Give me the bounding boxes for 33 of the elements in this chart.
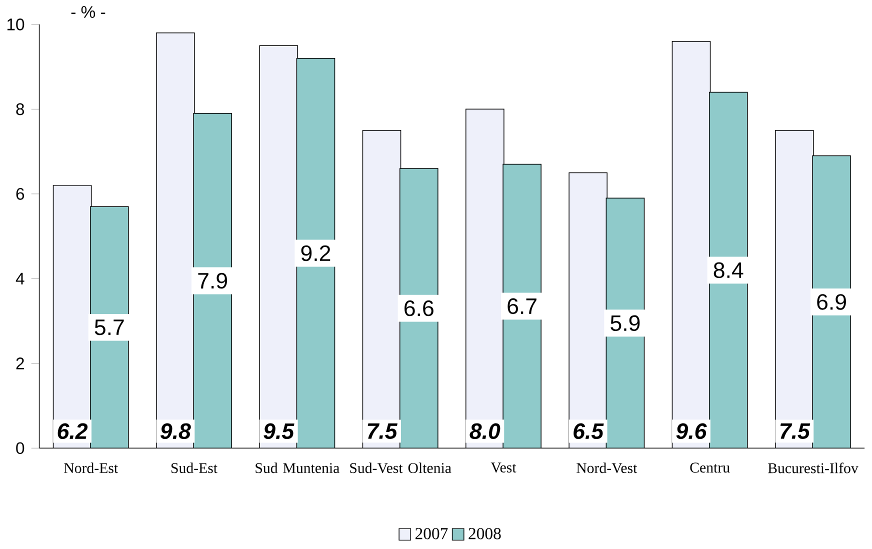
data-label: 6.7 bbox=[508, 298, 536, 314]
data-label: 6.5 bbox=[574, 423, 604, 439]
legend-label: 2008 bbox=[468, 528, 501, 540]
x-tick-label: Sud-Est bbox=[171, 462, 218, 473]
x-tick-label: Sud Muntenia bbox=[256, 462, 340, 473]
x-tick-label: Vest bbox=[490, 462, 516, 472]
data-label: 8.4 bbox=[714, 262, 744, 278]
data-label: 5.7 bbox=[94, 319, 124, 335]
data-label: 9.6 bbox=[676, 423, 707, 439]
data-label: 7.9 bbox=[198, 272, 228, 289]
data-label: 8.0 bbox=[470, 423, 500, 439]
y-tick-label: 0 bbox=[16, 442, 24, 454]
y-tick-label: 10 bbox=[7, 18, 24, 30]
legend-label: 2007 bbox=[415, 528, 448, 540]
y-tick-label: 2 bbox=[16, 357, 24, 370]
y-tick-label: 6 bbox=[16, 188, 24, 200]
data-label: 6.6 bbox=[404, 300, 434, 316]
data-label: 6.2 bbox=[58, 423, 88, 439]
y-tick-label: 8 bbox=[16, 103, 24, 115]
x-tick-label: Nord-Est bbox=[64, 462, 118, 473]
x-tick-label: Bucuresti-Ilfov bbox=[768, 462, 858, 474]
data-label: 9.5 bbox=[264, 423, 294, 439]
data-label: 6.9 bbox=[817, 294, 846, 310]
y-tick-label: 4 bbox=[16, 272, 24, 284]
data-label: 7.5 bbox=[780, 423, 810, 439]
x-tick-label: Nord-Vest bbox=[576, 462, 638, 474]
data-label: 9.8 bbox=[160, 423, 191, 439]
data-label: 7.5 bbox=[368, 423, 398, 439]
data-label: 9.2 bbox=[301, 245, 330, 261]
y-axis-title: - % - bbox=[71, 6, 106, 18]
x-tick-label: Sud-Vest Oltenia bbox=[350, 462, 452, 474]
data-label: 5.9 bbox=[610, 315, 640, 331]
x-tick-label: Centru bbox=[690, 462, 730, 472]
